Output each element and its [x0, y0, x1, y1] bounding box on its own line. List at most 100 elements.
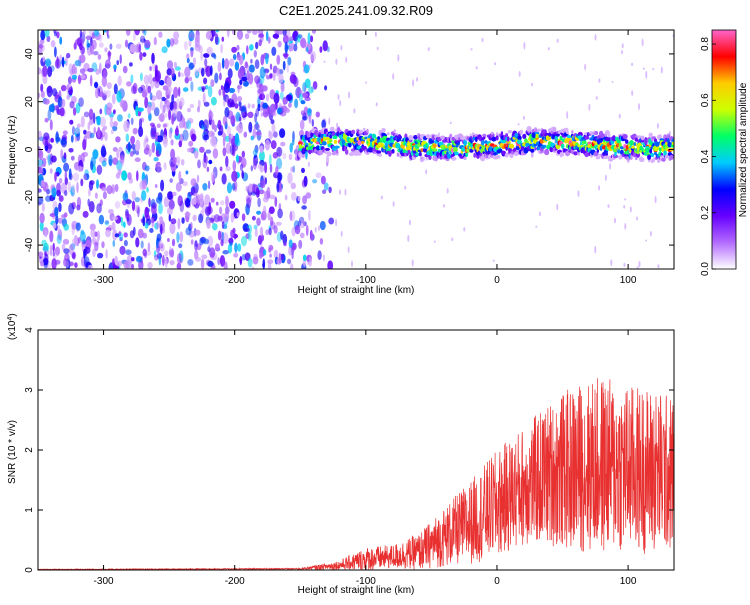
noise-cell — [203, 77, 208, 85]
noise-cell — [225, 166, 231, 172]
noise-cell — [210, 171, 216, 183]
noise-cell — [112, 125, 118, 132]
noise-cell — [179, 231, 184, 243]
signal-cell — [505, 146, 509, 151]
noise-cell — [222, 147, 227, 157]
noise-cell — [197, 106, 200, 113]
faint-cell — [307, 161, 310, 168]
noise-cell — [131, 257, 135, 262]
noise-cell — [321, 119, 326, 129]
faint-cell — [308, 114, 311, 117]
faint-cell — [354, 139, 357, 145]
faint-cell — [340, 230, 343, 237]
noise-cell — [207, 235, 214, 248]
noise-cell — [229, 101, 236, 108]
noise-cell — [170, 67, 175, 78]
noise-cell — [190, 178, 197, 187]
signal-cell — [455, 151, 459, 156]
noise-cell — [153, 107, 160, 117]
signal-cell — [666, 134, 670, 139]
noise-cell — [176, 262, 182, 269]
noise-cell — [173, 61, 177, 69]
noise-cell — [269, 163, 273, 173]
noise-cell — [102, 191, 107, 200]
noise-cell — [38, 188, 42, 193]
x-tick-label: 0 — [494, 275, 500, 286]
noise-cell — [304, 96, 311, 102]
noise-cell — [121, 170, 128, 181]
noise-cell — [266, 75, 271, 80]
colorbar-tick-label: 0.2 — [700, 205, 711, 219]
noise-cell — [254, 228, 258, 238]
x-tick-label: -200 — [225, 275, 245, 286]
noise-cell — [122, 192, 129, 201]
noise-cell — [194, 36, 200, 48]
faint-cell — [307, 260, 310, 266]
signal-cell — [425, 142, 429, 148]
noise-cell — [113, 64, 117, 70]
noise-cell — [134, 30, 140, 36]
noise-cell — [259, 145, 264, 153]
noise-cell — [169, 260, 175, 266]
noise-cell — [241, 213, 246, 222]
faint-cell — [616, 145, 619, 153]
noise-cell — [96, 203, 102, 214]
noise-cell — [63, 152, 67, 160]
noise-cell — [142, 248, 147, 257]
signal-cell — [481, 140, 485, 146]
noise-cell — [282, 34, 289, 44]
noise-cell — [288, 239, 293, 249]
signal-cell — [459, 155, 465, 159]
noise-cell — [214, 33, 219, 45]
noise-cell — [259, 106, 263, 112]
noise-cell — [130, 135, 136, 145]
noise-cell — [177, 195, 183, 207]
noise-cell — [171, 94, 175, 104]
noise-cell — [51, 258, 57, 269]
noise-cell — [195, 229, 201, 236]
noise-cell — [226, 30, 230, 38]
noise-cell — [205, 30, 212, 40]
noise-cell — [275, 221, 282, 226]
noise-cell — [73, 42, 77, 50]
noise-cell — [246, 30, 252, 34]
faint-cell — [645, 239, 648, 242]
noise-cell — [287, 258, 292, 265]
faint-cell — [308, 116, 311, 123]
noise-cell — [150, 124, 157, 136]
noise-cell — [112, 225, 116, 236]
signal-cell — [386, 132, 390, 136]
noise-cell — [55, 130, 59, 140]
noise-cell — [179, 122, 184, 129]
noise-cell — [258, 39, 262, 47]
noise-cell — [203, 119, 209, 131]
snr-x-ticks: -300 -200 -100 0 100 — [94, 330, 637, 587]
signal-cell — [544, 149, 550, 156]
noise-cell — [265, 30, 269, 42]
noise-cell — [234, 132, 240, 145]
noise-cell — [207, 85, 213, 98]
noise-cell — [175, 182, 182, 192]
faint-cell — [335, 218, 338, 227]
noise-cell — [138, 86, 144, 94]
noise-cell — [288, 45, 292, 52]
signal-cell — [649, 148, 653, 154]
noise-cell — [134, 157, 141, 162]
noise-cell — [294, 98, 299, 109]
noise-cell — [260, 112, 264, 117]
signal-cell — [407, 145, 411, 151]
noise-cell — [250, 135, 255, 141]
noise-cell — [240, 105, 247, 114]
noise-cell — [197, 194, 204, 200]
noise-cell — [108, 209, 114, 214]
noise-cell — [90, 228, 96, 238]
signal-cell — [335, 149, 339, 154]
noise-cell — [116, 60, 119, 66]
noise-cell — [127, 141, 131, 153]
noise-cell — [178, 170, 182, 182]
faint-cell — [649, 230, 652, 237]
signal-cell — [517, 135, 522, 141]
noise-cell — [222, 250, 229, 255]
noise-cell — [81, 37, 84, 47]
noise-cell — [298, 239, 303, 249]
